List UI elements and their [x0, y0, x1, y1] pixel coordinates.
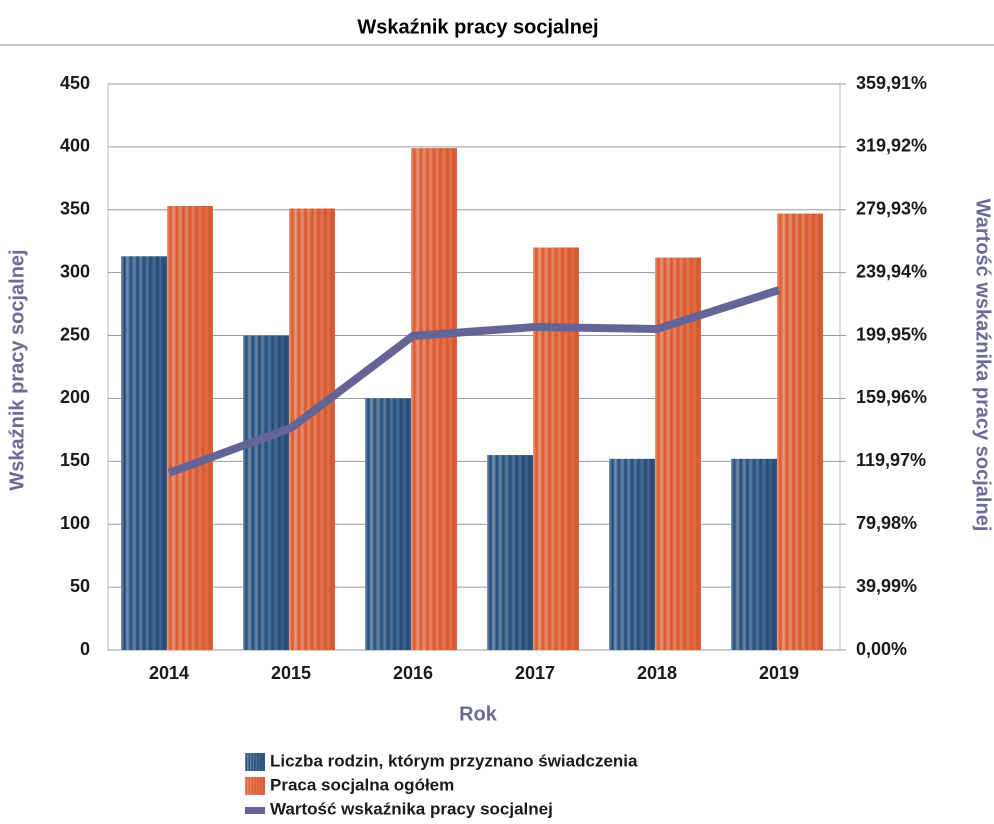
y2-tick-label: 199,95%	[856, 324, 927, 344]
y2-tick-label: 119,97%	[856, 450, 926, 470]
legend-label: Wartość wskaźnika pracy socjalnej	[270, 799, 553, 818]
y-tick-label: 200	[60, 387, 90, 407]
bar-shine	[289, 208, 335, 650]
y-tick-label: 250	[60, 324, 90, 344]
bar-shine	[121, 256, 167, 650]
x-tick-label: 2016	[393, 663, 433, 683]
legend-label: Praca socjalna ogółem	[270, 775, 454, 794]
y2-tick-label: 279,93%	[856, 199, 927, 219]
legend-swatch-shine	[245, 753, 265, 771]
bar-shine	[533, 247, 579, 650]
legend-swatch	[245, 807, 265, 814]
y-axis-label: Wskaźnik pracy socjalnej	[6, 249, 28, 490]
bar-shine	[167, 206, 213, 650]
y-tick-label: 300	[60, 261, 90, 281]
y-tick-label: 100	[60, 513, 90, 533]
plot-area	[107, 83, 841, 651]
bar-shine	[487, 455, 533, 650]
line	[167, 286, 781, 477]
bar-shine	[731, 458, 777, 650]
y2-tick-label: 239,94%	[856, 261, 927, 281]
y-tick-label: 0	[80, 639, 90, 659]
y2-tick-label: 39,99%	[856, 576, 917, 596]
y2-tick-label: 359,91%	[856, 73, 927, 93]
y2-tick-label: 0,00%	[856, 639, 907, 659]
x-axis-label: Rok	[459, 703, 498, 725]
y-tick-label: 450	[60, 73, 90, 93]
y-tick-label: 150	[60, 450, 90, 470]
x-tick-label: 2019	[759, 663, 799, 683]
x-tick-label: 2018	[637, 663, 677, 683]
x-tick-label: 2017	[515, 663, 555, 683]
bar-shine	[411, 148, 457, 650]
y-tick-label: 350	[60, 199, 90, 219]
x-tick-label: 2014	[149, 663, 189, 683]
y2-tick-label: 319,92%	[856, 136, 927, 156]
y2-axis-label: Wartość wskaźnika pracy socjalnej	[972, 199, 994, 532]
y2-tick-label: 159,96%	[856, 387, 927, 407]
bar-shine	[243, 335, 289, 650]
x-tick-label: 2015	[271, 663, 311, 683]
chart-title: Wskaźnik pracy socjalnej	[357, 16, 598, 38]
bar-shine	[365, 398, 411, 650]
bar-shine	[777, 213, 823, 650]
y2-tick-label: 79,98%	[856, 513, 917, 533]
legend-label: Liczba rodzin, którym przyznano świadcze…	[270, 751, 638, 770]
legend-swatch-shine	[245, 777, 265, 795]
y-tick-label: 50	[70, 576, 90, 596]
y-tick-label: 400	[60, 136, 90, 156]
bar-shine	[609, 458, 655, 650]
